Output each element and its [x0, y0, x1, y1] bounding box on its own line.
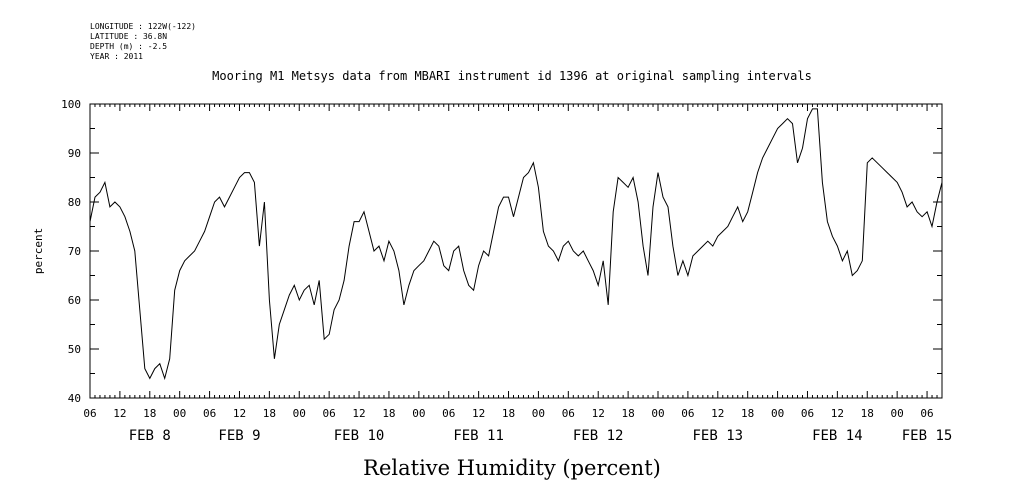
- x-day-label: FEB 10: [334, 428, 385, 444]
- x-day-label: FEB 12: [573, 428, 624, 444]
- y-tick-label: 100: [61, 98, 81, 111]
- x-tick-label: 06: [203, 407, 216, 420]
- x-tick-label: 18: [621, 407, 634, 420]
- x-tick-label: 06: [442, 407, 455, 420]
- x-day-label: FEB 9: [218, 428, 260, 444]
- x-tick-label: 12: [113, 407, 126, 420]
- y-tick-label: 40: [68, 392, 81, 405]
- x-axis-label: Relative Humidity (percent): [363, 456, 661, 480]
- x-day-label: FEB 15: [902, 428, 953, 444]
- y-tick-label: 50: [68, 343, 81, 356]
- x-day-label: FEB 11: [453, 428, 504, 444]
- longitude-text: LONGITUDE : 122W(-122): [90, 22, 196, 31]
- x-tick-label: 00: [651, 407, 664, 420]
- x-tick-label: 12: [592, 407, 605, 420]
- x-tick-label: 12: [352, 407, 365, 420]
- x-tick-label: 12: [831, 407, 844, 420]
- depth-text: DEPTH (m) : -2.5: [90, 42, 168, 51]
- y-tick-label: 60: [68, 294, 81, 307]
- ticks-layer: [89, 103, 943, 399]
- x-tick-label: 00: [293, 407, 306, 420]
- x-tick-label: 00: [891, 407, 904, 420]
- x-tick-label: 12: [711, 407, 724, 420]
- x-tick-label: 06: [801, 407, 814, 420]
- x-tick-label: 12: [472, 407, 485, 420]
- x-tick-label: 00: [412, 407, 425, 420]
- y-tick-label: 70: [68, 245, 81, 258]
- labels-layer: 06 12 18 00 06 12 18 00 06 12 18 00 06 12 18 00 06 12 18 00…: [61, 98, 952, 444]
- plot-frame: [89, 103, 943, 399]
- x-tick-label: 06: [83, 407, 96, 420]
- x-day-label: FEB 14: [812, 428, 863, 444]
- latitude-text: LATITUDE : 36.8N: [90, 32, 168, 41]
- x-tick-label: 18: [263, 407, 276, 420]
- y-tick-label: 80: [68, 196, 81, 209]
- y-tick-label: 90: [68, 147, 81, 160]
- chart-title: Mooring M1 Metsys data from MBARI instru…: [212, 69, 812, 83]
- x-tick-label: 18: [382, 407, 395, 420]
- x-tick-label: 00: [771, 407, 784, 420]
- x-tick-label: 06: [920, 407, 933, 420]
- x-tick-label: 00: [532, 407, 545, 420]
- x-tick-label: 18: [502, 407, 515, 420]
- x-day-label: FEB 8: [129, 428, 171, 444]
- y-axis-label: percent: [32, 228, 45, 274]
- x-tick-label: 18: [861, 407, 874, 420]
- x-day-label: FEB 13: [693, 428, 744, 444]
- x-tick-label: 00: [173, 407, 186, 420]
- x-tick-label: 06: [562, 407, 575, 420]
- x-tick-label: 18: [741, 407, 754, 420]
- metadata-block: LONGITUDE : 122W(-122) LATITUDE : 36.8N …: [90, 22, 196, 62]
- x-tick-label: 06: [323, 407, 336, 420]
- x-tick-label: 18: [143, 407, 156, 420]
- x-tick-label: 12: [233, 407, 246, 420]
- x-tick-label: 06: [681, 407, 694, 420]
- humidity-series-line: [89, 108, 943, 381]
- year-text: YEAR : 2011: [90, 52, 143, 61]
